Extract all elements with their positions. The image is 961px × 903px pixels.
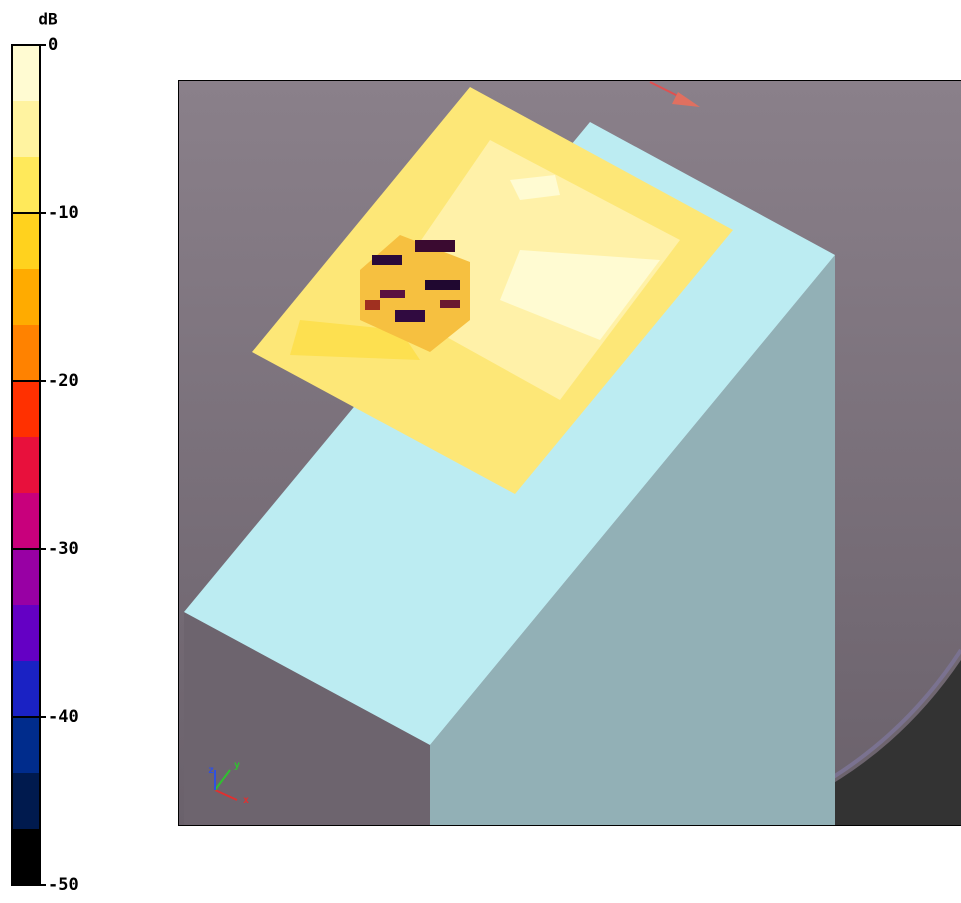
colorbar-tick-label: 0 [48, 35, 58, 55]
colorbar-segment [12, 381, 40, 438]
colorbar-segment [12, 773, 40, 830]
colorbar: 0 -10 -20 -30 -40 -50 [12, 35, 79, 895]
colorbar-title: dB [38, 10, 58, 29]
colorbar-segment [12, 605, 40, 662]
colorbar-segment [12, 45, 40, 102]
colorbar-segment [12, 493, 40, 550]
colorbar-segment [12, 157, 40, 214]
colorbar-segment [12, 549, 40, 606]
viewport: x y z [178, 80, 961, 826]
colorbar-segment [12, 325, 40, 382]
colorbar-tick-label: -20 [48, 371, 79, 391]
colorbar-segment [12, 213, 40, 270]
colorbar-segment [12, 717, 40, 774]
colorbar-segment [12, 661, 40, 718]
axis-y-label: y [234, 760, 240, 771]
axis-x-label: x [243, 795, 249, 806]
colorbar-tick-label: -10 [48, 203, 79, 223]
colorbar-segment [12, 101, 40, 158]
colorbar-segment [12, 829, 40, 886]
colorbar-tick-label: -30 [48, 539, 79, 559]
colorbar-segment [12, 269, 40, 326]
colorbar-tick-label: -50 [48, 875, 79, 895]
colorbar-segment [12, 437, 40, 494]
axis-z-label: z [208, 765, 214, 776]
colorbar-tick-label: -40 [48, 707, 79, 727]
